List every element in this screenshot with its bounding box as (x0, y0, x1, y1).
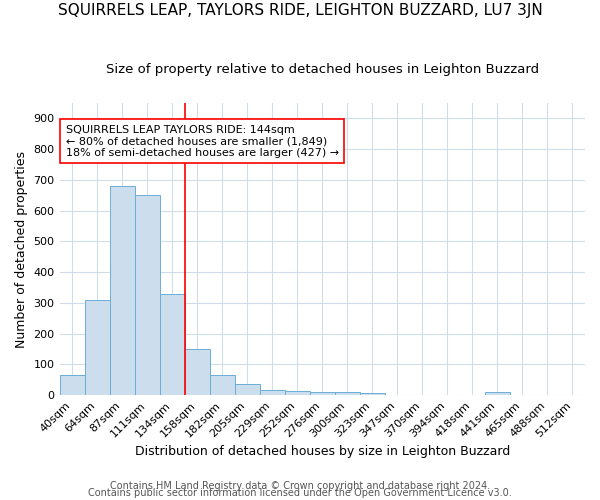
X-axis label: Distribution of detached houses by size in Leighton Buzzard: Distribution of detached houses by size … (134, 444, 510, 458)
Bar (85, 300, 110, 395)
Title: Size of property relative to detached houses in Leighton Buzzard: Size of property relative to detached ho… (106, 62, 539, 76)
Bar (160, 294, 185, 395)
Bar (335, 392, 360, 395)
Bar (59, 375, 85, 395)
Text: Contains public sector information licensed under the Open Government Licence v3: Contains public sector information licen… (88, 488, 512, 498)
Bar (185, 349, 209, 395)
Text: SQUIRRELS LEAP TAYLORS RIDE: 144sqm
← 80% of detached houses are smaller (1,849): SQUIRRELS LEAP TAYLORS RIDE: 144sqm ← 80… (66, 124, 339, 158)
Bar (235, 384, 260, 395)
Bar (260, 390, 285, 395)
Bar (485, 392, 510, 395)
Bar (110, 186, 134, 395)
Bar (310, 392, 335, 395)
Text: SQUIRRELS LEAP, TAYLORS RIDE, LEIGHTON BUZZARD, LU7 3JN: SQUIRRELS LEAP, TAYLORS RIDE, LEIGHTON B… (58, 2, 542, 18)
Bar (360, 392, 385, 395)
Bar (134, 196, 160, 395)
Text: Contains HM Land Registry data © Crown copyright and database right 2024.: Contains HM Land Registry data © Crown c… (110, 481, 490, 491)
Bar (285, 392, 310, 395)
Bar (209, 375, 235, 395)
Y-axis label: Number of detached properties: Number of detached properties (15, 150, 28, 348)
